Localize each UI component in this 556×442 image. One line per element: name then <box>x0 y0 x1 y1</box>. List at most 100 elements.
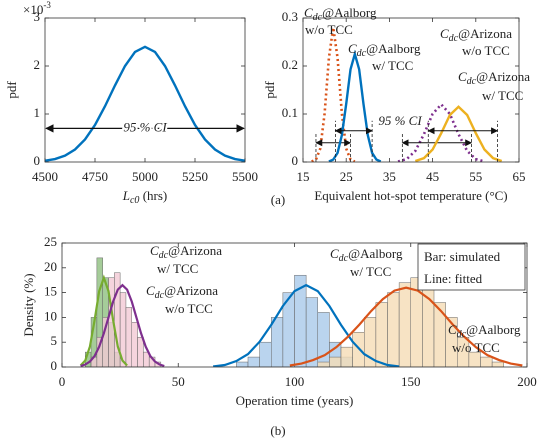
x-axis-label: Operation time (years) <box>236 393 354 408</box>
label-symbol: C <box>440 26 449 41</box>
y-axis-label: Density (%) <box>21 273 36 336</box>
x-tick-label: 65 <box>513 169 526 184</box>
bar <box>137 336 144 367</box>
legend-text: Bar: simulated <box>424 249 501 264</box>
label-site: @Aalborg <box>466 322 521 337</box>
label-subscript: dc <box>155 290 165 301</box>
bar <box>317 361 330 367</box>
x-tick-label: 5000 <box>132 169 158 184</box>
line <box>414 105 503 162</box>
x-tick-label: 4750 <box>82 169 108 184</box>
bar <box>317 312 330 367</box>
plot-frame <box>61 242 528 368</box>
y-tick-label: 20 <box>44 259 57 274</box>
label-symbol: C <box>304 5 313 20</box>
x-tick-label: 100 <box>285 374 305 389</box>
plot-body <box>79 257 523 367</box>
x-tick-label: 45 <box>426 169 439 184</box>
y-tick-label: 0 <box>34 153 41 168</box>
plot-frame <box>44 17 246 163</box>
fitted-line <box>80 283 165 367</box>
y-tick-label: 1 <box>34 105 41 120</box>
y-axis-label: pdf <box>4 81 19 99</box>
x-tick-label: 5500 <box>232 169 258 184</box>
label-subscript: dc <box>159 250 169 261</box>
x-tick-label: 0 <box>59 374 66 389</box>
x-tick-label: 150 <box>401 374 421 389</box>
series-label: Cdc@Aalborg <box>304 5 377 23</box>
legend: Bar: simulated Line: fitted <box>417 243 526 291</box>
bar <box>491 361 504 367</box>
x-tick-label: 35 <box>383 169 396 184</box>
annotation: 95 % CI <box>123 119 167 134</box>
y-tick-label: 0 <box>292 153 299 168</box>
plot-frame <box>302 17 520 163</box>
label-symbol: L <box>122 188 130 203</box>
series-label: w/o TCC <box>165 301 213 316</box>
label-symbol: C <box>448 322 457 337</box>
multiplier-base: ×10 <box>23 2 43 17</box>
bar <box>375 302 388 367</box>
series-label: w/o TCC <box>305 22 353 37</box>
annotation: 95 % CI <box>378 113 422 128</box>
series-label: Cdc@Aalborg <box>448 322 521 340</box>
caption: (b) <box>270 423 285 438</box>
bar <box>247 356 260 367</box>
plot-1: 15 25 35 45 55 65 0 0.1 0.2 0.3 pdf Equivalent hot-… <box>262 9 526 203</box>
x-tick-label: 55 <box>469 169 482 184</box>
x-tick-label: 50 <box>172 374 185 389</box>
series-label: Cdc@Aalborg <box>330 246 403 264</box>
y-tick-label: 5 <box>51 333 58 348</box>
x-axis-label: Equivalent hot-spot temperature (°C) <box>314 188 507 203</box>
bar <box>480 356 493 367</box>
label-site: @Arizona <box>476 69 530 84</box>
series-label: w/o TCC <box>462 43 510 58</box>
bar <box>271 317 284 367</box>
label-site: @Arizona <box>168 243 222 258</box>
bar <box>329 356 342 367</box>
series-label: w/ TCC <box>482 88 523 103</box>
line <box>328 49 382 162</box>
line <box>45 45 245 162</box>
series-label: w/ TCC <box>372 58 413 73</box>
bar <box>340 346 353 367</box>
y-multiplier: ×10-3 <box>23 0 51 17</box>
series-label: Cdc@Arizona <box>150 243 222 261</box>
series-label: Cdc@Arizona <box>146 283 218 301</box>
series-label: w/o TCC <box>452 340 500 355</box>
series-label: Cdc@Arizona <box>458 69 530 87</box>
fitted-line <box>289 286 523 367</box>
y-tick-label: 3 <box>34 9 41 24</box>
fitted-line <box>212 283 400 367</box>
plot-body <box>45 45 245 162</box>
bar <box>398 282 411 367</box>
series-label: Cdc@Arizona <box>440 26 512 44</box>
legend-text: Line: fitted <box>424 271 483 286</box>
bar <box>236 361 249 367</box>
label-unit: (hrs) <box>139 188 167 203</box>
y-tick-label: 25 <box>44 234 57 249</box>
label-site: @Arizona <box>164 283 218 298</box>
label-symbol: C <box>150 243 159 258</box>
y-axis-label: pdf <box>262 81 277 99</box>
label-site: @Aalborg <box>322 5 377 20</box>
series-label: w/ TCC <box>157 261 198 276</box>
label-subscript: c0 <box>130 195 139 206</box>
plot-body <box>311 27 503 162</box>
y-tick-label: 0.3 <box>282 9 298 24</box>
bar <box>259 341 272 367</box>
y-tick-label: 2 <box>34 57 41 72</box>
multiplier-exponent: -3 <box>43 0 51 10</box>
bar <box>352 332 365 367</box>
label-subscript: dc <box>357 48 367 59</box>
label-subscript: dc <box>457 329 467 340</box>
caption: (a) <box>271 192 285 207</box>
label-site: @Arizona <box>458 26 512 41</box>
label-subscript: dc <box>467 76 477 87</box>
label-symbol: C <box>458 69 467 84</box>
series-label: Cdc@Aalborg <box>348 41 421 59</box>
series-label: w/ TCC <box>350 264 391 279</box>
